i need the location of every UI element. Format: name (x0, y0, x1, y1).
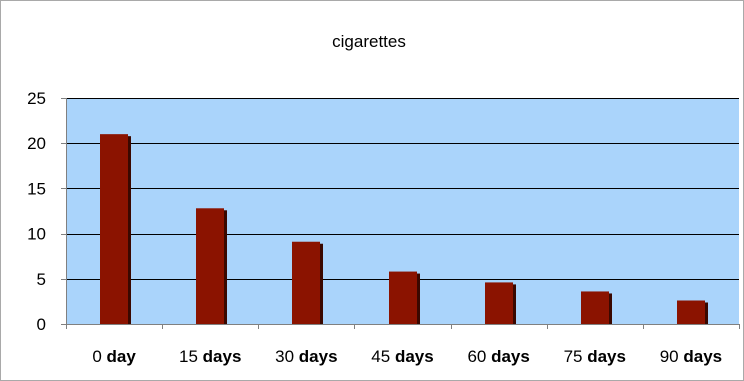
bar (292, 241, 320, 324)
x-tick-label: 75 days (564, 347, 626, 366)
x-tick-label: 90 days (660, 347, 722, 366)
x-tick-label: 15 days (179, 347, 241, 366)
x-tick-labels: 0 day 15 days 30 days 45 days 60 days 75 days… (92, 347, 722, 366)
bar (100, 134, 128, 324)
y-tick-label: 10 (27, 225, 46, 244)
bar (485, 282, 513, 324)
axes (61, 98, 740, 329)
gridlines (66, 98, 739, 280)
y-tick-label: 25 (27, 89, 46, 108)
x-tick-label: 0 day (92, 347, 136, 366)
bar (389, 271, 417, 324)
y-tick-labels: 0 5 10 15 20 25 (27, 89, 46, 334)
y-tick-label: 15 (27, 179, 46, 198)
bar (677, 300, 705, 324)
bar (196, 208, 224, 324)
bar (581, 291, 609, 324)
bars (100, 134, 708, 324)
chart-title: cigarettes (332, 32, 406, 51)
x-tick-label: 60 days (467, 347, 529, 366)
x-tick-label: 45 days (371, 347, 433, 366)
y-tick-label: 0 (37, 315, 46, 334)
x-tick-label: 30 days (275, 347, 337, 366)
y-tick-label: 5 (37, 270, 46, 289)
y-tick-label: 20 (27, 134, 46, 153)
